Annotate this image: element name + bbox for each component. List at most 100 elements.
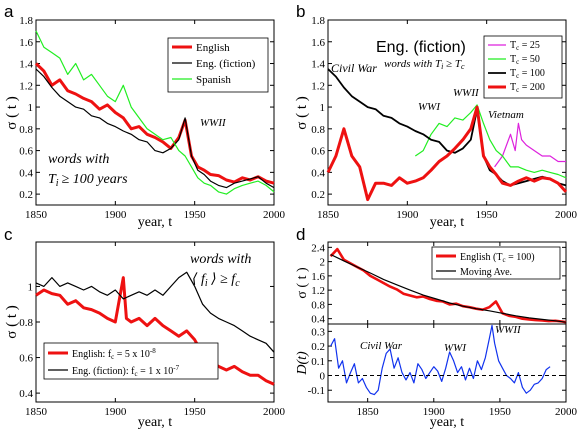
legend-english-c: English: fc = 5 x 10-8: [72, 347, 156, 361]
panel-a-ytick-label: 0.4: [19, 167, 33, 179]
panel-a-series: [34, 30, 275, 195]
panel-b-ytick-label: 1.2: [311, 80, 325, 92]
annotation-civil-war-d: Civil War: [360, 340, 403, 352]
panel-a-series-line-2: [35, 30, 275, 195]
panel-c-ytick-label: 0.8: [19, 317, 33, 329]
panel-d-top-ytick-label: 2: [320, 257, 326, 269]
panel-a-xtick-label: 1900: [104, 209, 127, 221]
panel-b-ytick-label: 1.8: [311, 15, 325, 27]
panel-a-ytick-label: 0.6: [19, 146, 33, 158]
panel-b-ytick-label: 1.6: [311, 37, 325, 49]
panel-a-ytick-label: 1: [28, 102, 34, 114]
panel-c-legend-box: [43, 342, 219, 380]
panel-letter-d: d: [296, 225, 305, 244]
panel-d-bottom-ytick-label: 0.2: [311, 341, 325, 353]
panel-d-bottom-ytick-label: 0: [320, 371, 326, 383]
panel-c-ylabel: σ ( t ): [4, 305, 20, 339]
panel-b-xtick-label: 1850: [317, 209, 340, 221]
panel-a-ticks: 0.2 0.4 0.6 0.8 1 1.2 1.4 1.6 1.8 1850 1900 1950 200…: [19, 15, 285, 221]
legend-tc50: Tc = 50: [510, 54, 540, 66]
panel-d-top-ytick-label: 1.6: [311, 271, 325, 283]
annotation-words-with-c: words with: [190, 252, 251, 267]
panel-d-top-ytick-label: 2.4: [311, 242, 325, 254]
legend-tc25: Tc = 25: [510, 40, 540, 52]
panel-b-xlabel: year, t: [430, 215, 465, 230]
annotation-vietnam-b: Vietnam: [488, 109, 524, 121]
panel-b-ytick-label: 0.2: [311, 189, 325, 201]
panel-d-top-ytick-label: 1.2: [311, 285, 325, 297]
panel-a-series-line-0: [34, 62, 275, 185]
annotation-words-with-a: words with: [48, 152, 109, 167]
panel-b-frame: [327, 19, 567, 206]
panel-a-xtick-label: 1850: [25, 209, 48, 221]
panel-letter-b: b: [296, 2, 305, 21]
panel-b-xtick-label: 1900: [396, 209, 419, 221]
panel-c-xtick-label: 1950: [184, 406, 207, 418]
panel-a-ytick-label: 1.2: [19, 80, 33, 92]
annotation-wwi-b: WWI: [418, 101, 441, 113]
annotation-ti-a: Ti ≥ 100 years: [48, 172, 128, 189]
panel-c-ytick-label: 0.4: [19, 388, 33, 400]
panel-b-ytick-label: 1.4: [311, 59, 325, 71]
panel-c-ytick-label: 1: [28, 281, 34, 293]
panel-d: 0.4 0.8 1.2 1.6 2 2.4 -0.1 0 0.1 0.2 0.3 1850 1900 19…: [295, 241, 578, 430]
legend-spanish: Spanish: [196, 74, 231, 86]
panel-a-xtick-label: 2000: [263, 209, 286, 221]
panel-a-ylabel: σ ( t ): [4, 96, 20, 130]
panel-d-ylabel-top: σ ( t ): [295, 267, 310, 299]
annotation-wwi-d: WWI: [444, 342, 467, 354]
panel-b-title: Eng. (fiction): [376, 39, 466, 56]
panel-a-ytick-label: 1.6: [19, 37, 33, 49]
panel-d-series: [328, 247, 567, 396]
panel-d-bottom-ytick-label: 0.1: [311, 356, 325, 368]
annotation-civil-war-b: Civil War: [331, 61, 377, 75]
panel-d-legend: English (Tc = 100) Moving Ave.: [431, 246, 561, 280]
panel-a-legend: English Eng. (fiction) Spanish: [167, 37, 269, 93]
panel-d-top-ytick-label: 0.8: [311, 299, 325, 311]
panel-b-xtick-label: 1950: [476, 209, 499, 221]
panel-b-series-line-3: [326, 105, 568, 202]
panel-b-ytick-label: 0.8: [311, 124, 325, 136]
panel-a-frame: [35, 19, 275, 206]
panel-d-bottom-ytick-label: -0.1: [308, 385, 325, 397]
panel-d-bottom-frame: [327, 323, 567, 403]
panel-a-xtick-label: 1950: [184, 209, 207, 221]
panel-a-ytick-label: 1.4: [19, 59, 33, 71]
panel-c-xtick-label: 2000: [263, 406, 286, 418]
legend-tc200: Tc = 200: [510, 82, 545, 94]
panel-b-ytick-label: 0.4: [311, 167, 325, 179]
panel-c: 0.4 0.6 0.8 1 1850 1900 1950 2000 year, t σ ( t…: [4, 241, 286, 430]
panel-a-series-line-1: [35, 68, 275, 189]
panel-b-legend: Tc = 25 Tc = 50 Tc = 100 Tc = 200: [483, 35, 563, 99]
panel-d-top-ytick-label: 0.4: [311, 314, 325, 326]
panel-b-series: [326, 68, 568, 202]
panel-d-bottom-xtick-label: 1900: [423, 406, 446, 418]
legend-english-d: English (Tc = 100): [460, 252, 535, 264]
legend-moving-ave: Moving Ave.: [460, 267, 512, 278]
panel-a-xlabel: year, t: [138, 215, 173, 230]
annotation-fi-c: ⟨ fi ⟩ ≥ fc: [192, 272, 240, 289]
legend-eng-fiction-c: Eng. (fiction): fc = 1 x 10-7: [72, 364, 180, 378]
panel-letter-a: a: [4, 2, 14, 21]
panel-d-bottom-xtick-label: 2000: [555, 406, 578, 418]
panel-d-bottom-ytick-label: 0.3: [311, 326, 325, 338]
panel-b-ytick-label: 1: [320, 102, 326, 114]
panel-d-bottom-series-line-0: [330, 324, 551, 396]
panel-a-ytick-label: 1.8: [19, 15, 33, 27]
panel-a-ytick-label: 0.2: [19, 189, 33, 201]
panel-d-ylabel-bottom: D(t): [295, 351, 310, 376]
panel-c-xlabel: year, t: [138, 415, 173, 430]
annotation-wwii-b: WWII: [453, 87, 480, 99]
panel-d-bottom-xtick-label: 1950: [489, 406, 512, 418]
panel-b-ticks: 0.2 0.4 0.6 0.8 1 1.2 1.4 1.6 1.8 1850 1900 1950 200…: [311, 15, 577, 221]
panel-c-xtick-label: 1850: [25, 406, 48, 418]
panel-c-ytick-label: 0.6: [19, 353, 33, 365]
panel-d-top-series-line-0: [329, 247, 567, 324]
panel-b-series-line-0: [494, 122, 566, 168]
panel-d-top-series-line-1: [330, 253, 567, 323]
panel-letter-c: c: [4, 225, 13, 244]
panel-b-ylabel: σ ( t ): [294, 96, 310, 130]
panel-b: 0.2 0.4 0.6 0.8 1 1.2 1.4 1.6 1.8 1850 1900 1950 200…: [294, 15, 578, 230]
panel-b-xtick-label: 2000: [555, 209, 578, 221]
